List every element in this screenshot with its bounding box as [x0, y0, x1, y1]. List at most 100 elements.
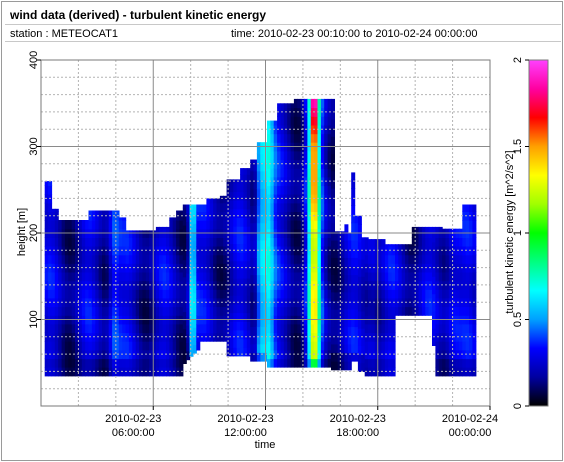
heatmap-cell: [378, 323, 383, 334]
x-tick-label-time: 06:00:00: [112, 427, 155, 439]
heatmap-cell: [408, 244, 413, 247]
heatmap-cell: [216, 323, 221, 334]
heatmap-cell: [354, 352, 359, 362]
heatmap-cell: [159, 341, 164, 351]
heatmap-cell: [199, 271, 204, 282]
heatmap-cell: [374, 280, 379, 290]
heatmap-cell: [307, 289, 312, 299]
heatmap-cell: [256, 265, 261, 276]
heatmap-cell: [331, 300, 335, 310]
heatmap-cell: [206, 211, 211, 221]
heatmap-cell: [118, 358, 123, 368]
heatmap-cell: [445, 289, 450, 299]
heatmap-cell: [368, 289, 372, 299]
heatmap-cell: [256, 274, 261, 284]
heatmap-cell: [236, 329, 241, 340]
heatmap-cell: [290, 271, 295, 282]
heatmap-cell: [354, 257, 359, 267]
heatmap-cell: [442, 332, 447, 342]
heatmap-cell: [118, 217, 123, 221]
heatmap-cell: [105, 211, 110, 221]
heatmap-cell: [139, 230, 143, 238]
heatmap-cell: [102, 323, 106, 334]
heatmap-cell: [149, 263, 154, 273]
heatmap-cell: [203, 204, 207, 212]
heatmap-cell: [310, 349, 315, 360]
heatmap-cell: [307, 254, 312, 264]
heatmap-cell: [317, 124, 322, 135]
heatmap-cell: [307, 116, 312, 126]
heatmap-cell: [442, 306, 447, 316]
heatmap-cell: [384, 358, 389, 368]
heatmap-cell: [230, 208, 234, 218]
heatmap-cell: [182, 276, 187, 287]
heatmap-cell: [61, 271, 66, 282]
heatmap-cell: [317, 323, 322, 334]
heatmap-cell: [277, 150, 282, 161]
heatmap-cell: [293, 133, 298, 143]
heatmap-cell: [334, 309, 339, 319]
heatmap-cell: [219, 254, 224, 264]
heatmap-cell: [458, 297, 463, 308]
heatmap-cell: [233, 208, 238, 218]
heatmap-cell: [320, 202, 325, 212]
heatmap-cell: [384, 289, 389, 299]
heatmap-cell: [250, 196, 255, 206]
heatmap-cell: [132, 341, 137, 351]
heatmap-cell: [341, 248, 346, 258]
heatmap-cell: [310, 289, 315, 299]
heatmap-cell: [108, 306, 113, 316]
heatmap-cell: [182, 268, 187, 278]
heatmap-cell: [142, 280, 147, 290]
heatmap-cell: [81, 246, 86, 256]
heatmap-cell: [233, 234, 238, 244]
heatmap-cell: [378, 341, 383, 351]
heatmap-cell: [462, 367, 467, 377]
heatmap-cell: [290, 150, 295, 161]
heatmap-cell: [293, 323, 298, 334]
y-tick-label: 400: [28, 51, 40, 69]
heatmap-cell: [125, 246, 130, 256]
heatmap-cell: [85, 237, 90, 247]
heatmap-cell: [341, 239, 346, 250]
heatmap-cell: [270, 280, 275, 290]
heatmap-cell: [381, 239, 386, 247]
heatmap-cell: [425, 263, 430, 273]
heatmap-cell: [368, 239, 372, 247]
heatmap-cell: [102, 237, 106, 247]
heatmap-cell: [442, 280, 447, 290]
heatmap-cell: [112, 306, 117, 316]
heatmap-cell: [182, 250, 187, 261]
heatmap-cell: [337, 239, 342, 250]
heatmap-cell: [149, 271, 154, 282]
heatmap-cell: [297, 185, 302, 195]
heatmap-cell: [277, 211, 282, 221]
heatmap-cell: [149, 280, 154, 290]
heatmap-cell: [270, 246, 275, 256]
heatmap-cell: [122, 263, 127, 273]
heatmap-cell: [283, 358, 288, 368]
heatmap-cell: [54, 323, 59, 334]
heatmap-cell: [462, 246, 467, 256]
heatmap-cell: [192, 301, 197, 311]
heatmap-cell: [166, 367, 170, 377]
heatmap-cell: [368, 306, 372, 316]
heatmap-cell: [71, 323, 76, 334]
heatmap-cell: [81, 306, 86, 316]
heatmap-cell: [75, 237, 79, 247]
heatmap-cell: [98, 289, 103, 299]
heatmap-cell: [125, 280, 130, 290]
heatmap-cell: [115, 210, 120, 212]
heatmap-cell: [297, 98, 302, 109]
heatmap-cell: [166, 332, 170, 342]
heatmap-cell: [206, 254, 211, 264]
heatmap-cell: [462, 297, 467, 308]
heatmap-cell: [432, 328, 436, 338]
heatmap-cell: [270, 263, 275, 273]
heatmap-cell: [159, 254, 164, 264]
heatmap-cell: [314, 332, 319, 342]
heatmap-cell: [85, 306, 90, 316]
heatmap-cell: [347, 317, 352, 328]
heatmap-cell: [381, 306, 386, 316]
heatmap-cell: [357, 302, 362, 312]
